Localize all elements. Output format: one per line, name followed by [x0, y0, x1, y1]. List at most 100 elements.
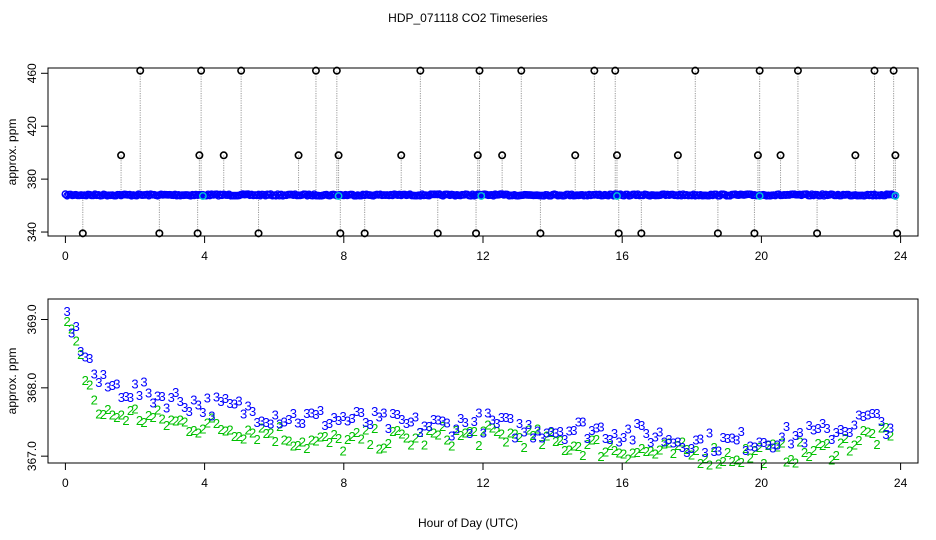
top-x-axis: 0 4 8 12 16 20 24 [62, 236, 908, 263]
series-3-point: 3 [615, 434, 622, 449]
series-2-point: 2 [661, 437, 668, 452]
series-3-point: 3 [204, 390, 211, 405]
series-2-point: 2 [670, 446, 677, 461]
series-3-point: 3 [733, 432, 740, 447]
series-2-point: 2 [634, 445, 641, 460]
marked-point [891, 192, 900, 200]
series-3-point: 3 [122, 389, 129, 404]
series-3-point: 3 [742, 443, 749, 458]
series-2-point: 2 [692, 443, 699, 458]
series-3-point: 3 [208, 409, 215, 424]
series-2-point: 2 [855, 433, 862, 448]
series-2-point: 2 [168, 412, 175, 427]
series-3-point: 3 [308, 406, 315, 421]
series-2-point: 2 [136, 413, 143, 428]
series-2-point: 2 [358, 432, 365, 447]
series-2-point: 2 [611, 443, 618, 458]
series-2-point: 2 [430, 426, 437, 441]
top-y-axis-label: approx. ppm [5, 119, 19, 186]
series-3-point: 3 [864, 408, 871, 423]
series-3-point: 3 [502, 410, 509, 425]
series-3-point: 3 [226, 396, 233, 411]
series-2-point: 2 [100, 407, 107, 422]
spike-point [416, 66, 425, 75]
marked-point [613, 192, 621, 200]
top-y-tick-label: 460 [25, 63, 39, 83]
series-2-point: 2 [751, 443, 758, 458]
marked-point [477, 192, 486, 200]
series-2-point: 2 [638, 441, 645, 456]
series-2-point: 2 [873, 437, 880, 452]
spike-point [193, 229, 202, 238]
series-2-point: 2 [742, 441, 749, 456]
series-2-point: 2 [575, 439, 582, 454]
series-3-point: 3 [235, 393, 242, 408]
series-2-point: 2 [683, 442, 690, 457]
series-2-point: 2 [272, 434, 279, 449]
series-3-point: 3 [299, 416, 306, 431]
series-2-point: 2 [163, 418, 170, 433]
series-2-point: 2 [724, 445, 731, 460]
series-3-point: 3 [507, 411, 514, 426]
series-3-point: 3 [851, 418, 858, 433]
spike-point [433, 229, 442, 238]
series-2-point: 2 [588, 433, 595, 448]
series-3-point: 3 [566, 424, 573, 439]
series-2-point: 2 [769, 436, 776, 451]
spike-point [750, 229, 759, 238]
top-y-tick-label: 340 [25, 222, 39, 242]
x-axis-label: Hour of Day (UTC) [418, 516, 518, 530]
series-2-point: 2 [326, 435, 333, 450]
top-spike-drop-lines [82, 70, 898, 234]
spike-point [336, 229, 345, 238]
series-3-point: 3 [222, 391, 229, 406]
series-3-point: 3 [349, 411, 356, 426]
series-2-point: 2 [620, 447, 627, 462]
series-2-point: 2 [240, 432, 247, 447]
series-3-point: 3 [674, 435, 681, 450]
series-3-point: 3 [109, 378, 116, 393]
series-2-point: 2 [679, 435, 686, 450]
series-3-point: 3 [168, 390, 175, 405]
series-3-point: 3 [620, 430, 627, 445]
series-2-point: 2 [127, 403, 134, 418]
spike-point [611, 66, 620, 75]
top-x-tick-label: 8 [340, 249, 347, 263]
baseline-point [489, 191, 498, 200]
series-3-point: 3 [575, 415, 582, 430]
bottom-x-tick-label: 4 [201, 476, 208, 490]
series-2-point: 2 [507, 425, 514, 440]
series-2-point: 2 [466, 424, 473, 439]
series-3-point: 3 [842, 424, 849, 439]
series-2-point: 2 [860, 423, 867, 438]
series-3-point: 3 [778, 429, 785, 444]
spike-point [332, 66, 341, 75]
series-3-point: 3 [466, 426, 473, 441]
series-2-point: 2 [597, 449, 604, 464]
series-2-point: 2 [701, 451, 708, 466]
series-2-point: 2 [425, 423, 432, 438]
series-3-point: 3 [511, 431, 518, 446]
series-2-point: 2 [493, 424, 500, 439]
series-3-point: 3 [104, 380, 111, 395]
series-3-point: 3 [353, 404, 360, 419]
series-3-point: 3 [321, 418, 328, 433]
spike-point [612, 151, 621, 160]
series-3-point: 3 [154, 389, 161, 404]
series-2-point: 2 [557, 433, 564, 448]
series-3-point: 3 [706, 425, 713, 440]
series-2-point: 2 [842, 431, 849, 446]
baseline-point [425, 191, 433, 200]
series-2-point: 2 [457, 428, 464, 443]
series-3-point: 3 [756, 435, 763, 450]
series-2-point: 2 [720, 454, 727, 469]
spike-point [475, 66, 484, 75]
series-2-point: 2 [231, 429, 238, 444]
series-3-point: 3 [263, 415, 270, 430]
series-3-point: 3 [787, 436, 794, 451]
series-3-point: 3 [344, 413, 351, 428]
series-3-point: 3 [326, 416, 333, 431]
series-3-point: 3 [796, 425, 803, 440]
series-3-point: 3 [389, 406, 396, 421]
